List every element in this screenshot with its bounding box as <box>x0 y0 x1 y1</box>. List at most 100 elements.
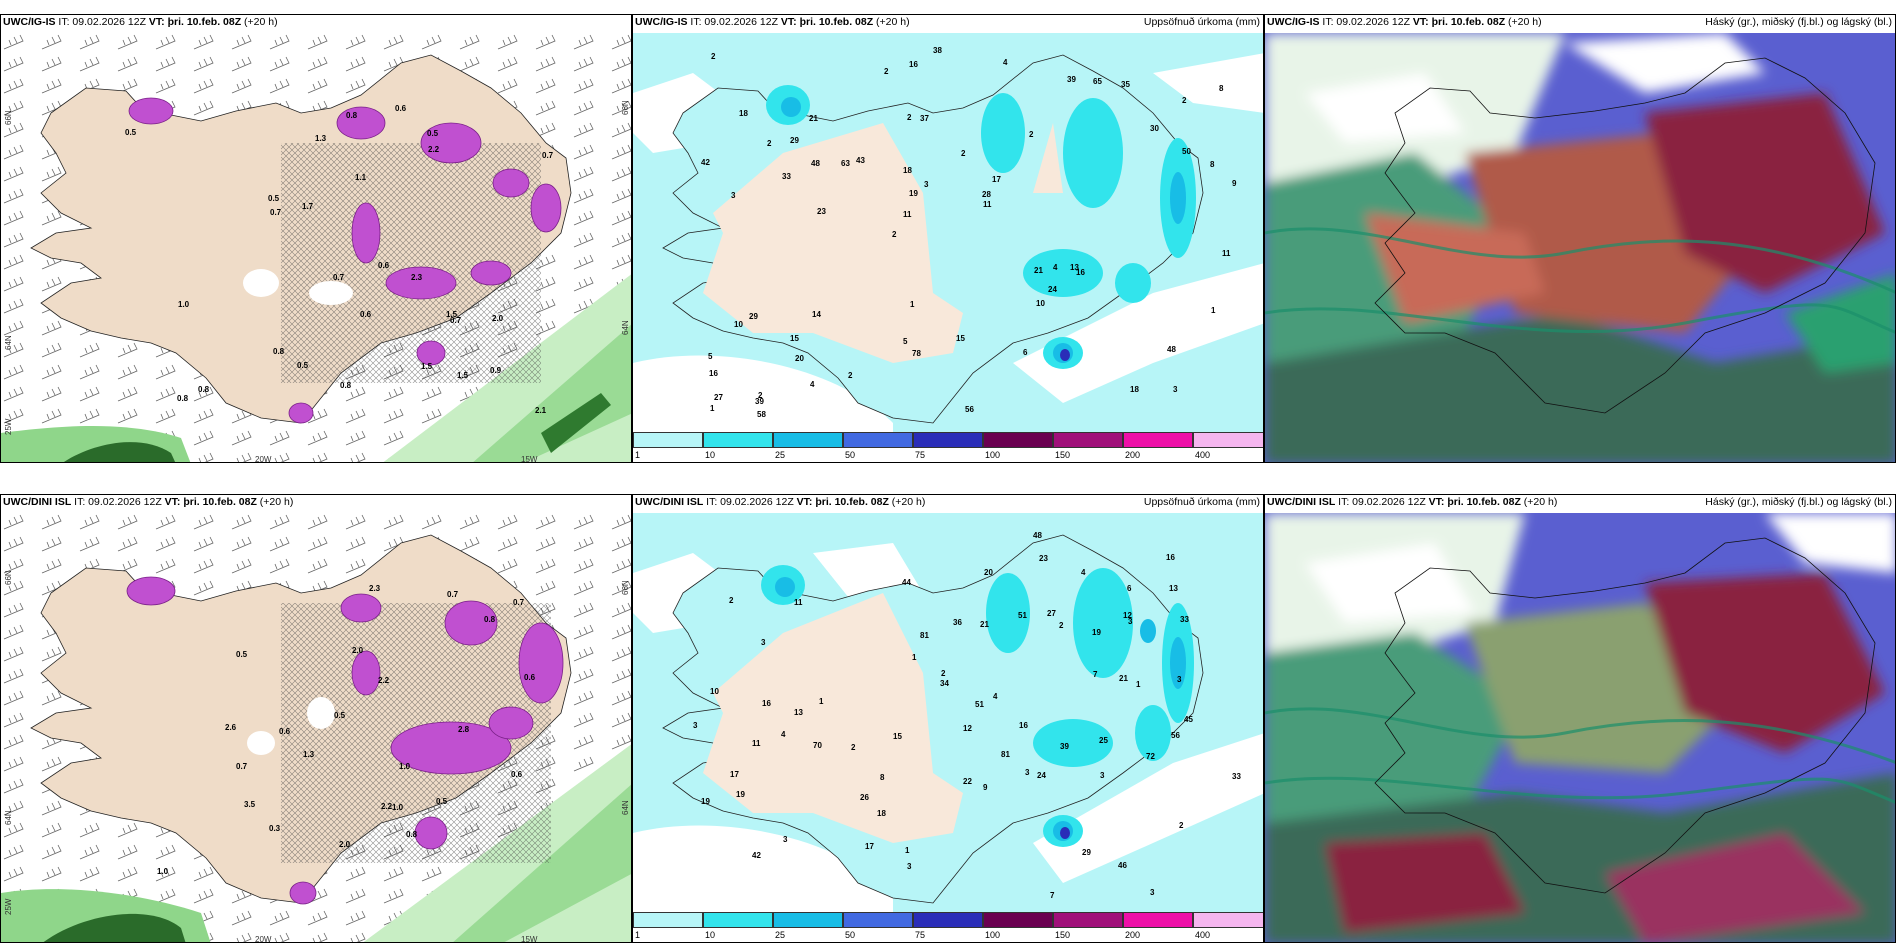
panel-precip-dini: UWC/DINI ISL IT: 09.02.2026 12Z VT: þri.… <box>632 494 1264 943</box>
value-label: 0.6 <box>395 104 407 113</box>
value-label: 2.2 <box>428 145 440 154</box>
value-label: 9 <box>983 783 988 792</box>
value-label: 11 <box>752 739 761 748</box>
value-label: 19 <box>909 189 918 198</box>
value-label: 46 <box>1118 861 1127 870</box>
value-label: 5 <box>708 352 713 361</box>
value-label: 48 <box>1167 345 1176 354</box>
value-label: 4 <box>810 380 815 389</box>
value-label: 10 <box>734 320 743 329</box>
value-label: 43 <box>856 156 865 165</box>
value-label: 1.5 <box>457 371 469 380</box>
value-label: 2 <box>767 139 772 148</box>
value-label: 23 <box>1039 554 1048 563</box>
value-label: 1 <box>912 653 917 662</box>
colorbar-tick-label: 25 <box>775 450 786 460</box>
value-label: 3 <box>783 835 788 844</box>
value-label: 8 <box>1210 160 1215 169</box>
value-label: 20 <box>795 354 804 363</box>
value-label: 2 <box>1182 96 1187 105</box>
value-label: 1 <box>819 697 824 706</box>
panel-field-label: Uppsöfnuð úrkoma (mm) <box>1143 496 1260 508</box>
value-label: 0.5 <box>268 194 280 203</box>
value-label: 24 <box>1048 285 1057 294</box>
value-label: 0.6 <box>378 261 390 270</box>
value-label: 42 <box>752 851 761 860</box>
value-label: 29 <box>790 136 799 145</box>
value-label: 15 <box>956 334 965 343</box>
colorbar-segment <box>703 432 773 448</box>
colorbar-segment <box>703 912 773 928</box>
panel-title: UWC/DINI ISL IT: 09.02.2026 12Z VT: þri.… <box>635 496 926 508</box>
value-label: 13 <box>1169 584 1178 593</box>
value-label: 29 <box>749 312 758 321</box>
value-label: 0.6 <box>279 727 291 736</box>
value-label: 2 <box>907 113 912 122</box>
value-label: 10 <box>1036 299 1045 308</box>
lon-label: 20W <box>255 455 272 463</box>
value-label: 26 <box>860 793 869 802</box>
value-label: 1 <box>1136 680 1141 689</box>
panel-snow-igis: UWC/IG-IS IT: 09.02.2026 12Z VT: þri. 10… <box>0 14 632 463</box>
panel-field-label: Háský (gr.), miðský (fj.bl.) og lágský (… <box>1705 496 1892 508</box>
lat-label: 66N <box>4 110 13 125</box>
colorbar-tick-label: 50 <box>845 450 856 460</box>
value-label: 39 <box>1060 742 1069 751</box>
value-label: 7 <box>1050 891 1055 900</box>
colorbar-segment <box>1053 912 1123 928</box>
colorbar-tick-label: 50 <box>845 930 856 940</box>
value-label: 3 <box>1173 385 1178 394</box>
colorbar-segment <box>913 432 983 448</box>
value-label: 39 <box>1067 75 1076 84</box>
value-label: 48 <box>811 159 820 168</box>
value-label: 33 <box>1180 615 1189 624</box>
colorbar-segment <box>843 912 913 928</box>
value-label: 8 <box>880 773 885 782</box>
value-label: 2.1 <box>535 406 547 415</box>
value-label: 3 <box>1100 771 1105 780</box>
colorbar-segment <box>633 432 703 448</box>
value-label: 3 <box>1177 675 1182 684</box>
colorbar-tick-label: 400 <box>1195 930 1211 940</box>
value-label: 45 <box>1184 715 1193 724</box>
colorbar-tick-label: 100 <box>985 930 1001 940</box>
colorbar-tick-label: 400 <box>1195 450 1211 460</box>
value-label: 9 <box>1232 179 1237 188</box>
lon-label: 20W <box>255 935 272 943</box>
value-label: 18 <box>739 109 748 118</box>
value-label: 16 <box>1019 721 1028 730</box>
lat-label: 25W <box>4 898 13 915</box>
value-label: 11 <box>983 200 992 209</box>
lat-label: 66N <box>4 570 13 585</box>
value-label: 19 <box>1092 628 1101 637</box>
colorbar-segment <box>983 432 1053 448</box>
value-label: 27 <box>714 393 723 402</box>
value-label: 2.8 <box>458 725 470 734</box>
value-label: 42 <box>701 158 710 167</box>
value-label: 1.0 <box>392 803 404 812</box>
value-label: 16 <box>1076 268 1085 277</box>
value-label: 17 <box>865 842 874 851</box>
value-label: 2.0 <box>492 314 504 323</box>
lat-label: 64N <box>4 810 13 825</box>
value-label: 2 <box>1179 821 1184 830</box>
value-label: 13 <box>1070 263 1079 272</box>
value-label: 8 <box>1219 84 1224 93</box>
colorbar-tick-label: 200 <box>1125 930 1141 940</box>
value-label: 0.7 <box>447 590 459 599</box>
colorbar-segment <box>913 912 983 928</box>
value-label: 2.2 <box>381 802 393 811</box>
value-label: 1.3 <box>303 750 315 759</box>
value-label: 11 <box>1222 249 1231 258</box>
colorbar-tick-label: 10 <box>705 450 716 460</box>
colorbar-tick-label: 150 <box>1055 930 1071 940</box>
value-label: 2.3 <box>411 273 423 282</box>
value-label: 17 <box>730 770 739 779</box>
value-label: 1 <box>710 404 715 413</box>
colorbar-tick-label: 75 <box>915 930 926 940</box>
value-label: 35 <box>1121 80 1130 89</box>
value-label: 1.5 <box>446 310 458 319</box>
value-label: 10 <box>710 687 719 696</box>
value-label: 20 <box>984 568 993 577</box>
value-label: 15 <box>790 334 799 343</box>
